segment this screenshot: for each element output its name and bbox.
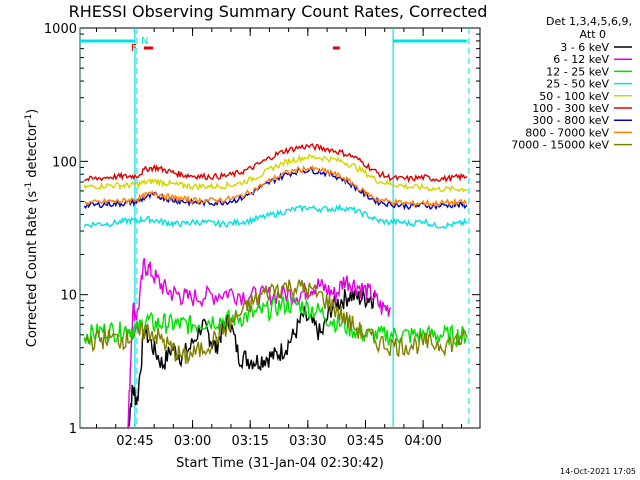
y-axis-ticks: 1000 100 10 1 [44,22,480,437]
legend-entry-label: 3 - 6 keV [560,41,609,54]
legend-entry-label: 300 - 800 keV [532,114,609,127]
x-axis-label: Start Time (31-Jan-04 02:30:42) [176,456,384,471]
x-tick-label: 03:15 [231,434,268,449]
y-axis-label: Corrected Count Rate (s-1 detector-1) [24,109,40,347]
series-line-50-100keV [83,153,468,193]
legend-entry-label: 6 - 12 keV [553,53,609,66]
plot-frame [79,27,481,429]
x-tick-label: 03:00 [174,434,211,449]
legend-entry-label: 7000 - 15000 keV [511,139,609,152]
series-line-100-300keV [84,142,468,184]
x-tick-label: 02:45 [116,434,153,449]
x-axis-ticks: 02:45 03:00 03:15 03:30 03:45 04:00 [96,28,463,449]
flag-bars: FN [79,36,467,54]
series-lines [83,142,468,429]
orbit-lines [79,28,470,428]
series-line-6-12keV [127,257,392,429]
series-line-800-7000keV [83,164,468,208]
y-tick-label: 1 [69,422,77,437]
legend-entry-label: 800 - 7000 keV [525,126,609,139]
x-tick-label: 04:00 [404,434,441,449]
footer-date: 14-Oct-2021 17:05 [560,467,636,476]
y-tick-label: 10 [60,289,77,304]
legend-entry-label: 100 - 300 keV [532,102,609,115]
legend-header-line: Att 0 [580,28,606,41]
legend-header-line: Det 1,3,4,5,6,9, [546,15,632,28]
legend-entry-label: 50 - 100 keV [539,90,609,103]
x-tick-label: 03:45 [347,434,384,449]
flare-flag-label: F [131,43,137,54]
y-tick-label: 1000 [44,22,77,37]
series-line-12-25keV [83,296,468,348]
series-line-25-50keV [83,203,468,229]
night-flag-label: N [141,36,148,47]
chart-title: RHESSI Observing Summary Count Rates, Co… [69,2,488,21]
legend-entry-label: 12 - 25 keV [546,65,609,78]
series-line-3-6keV [127,288,376,429]
y-tick-label: 100 [52,155,77,170]
legend-entry-label: 25 - 50 keV [546,78,609,91]
x-tick-label: 03:30 [289,434,326,449]
series-line-7000-15000keV [83,279,468,365]
